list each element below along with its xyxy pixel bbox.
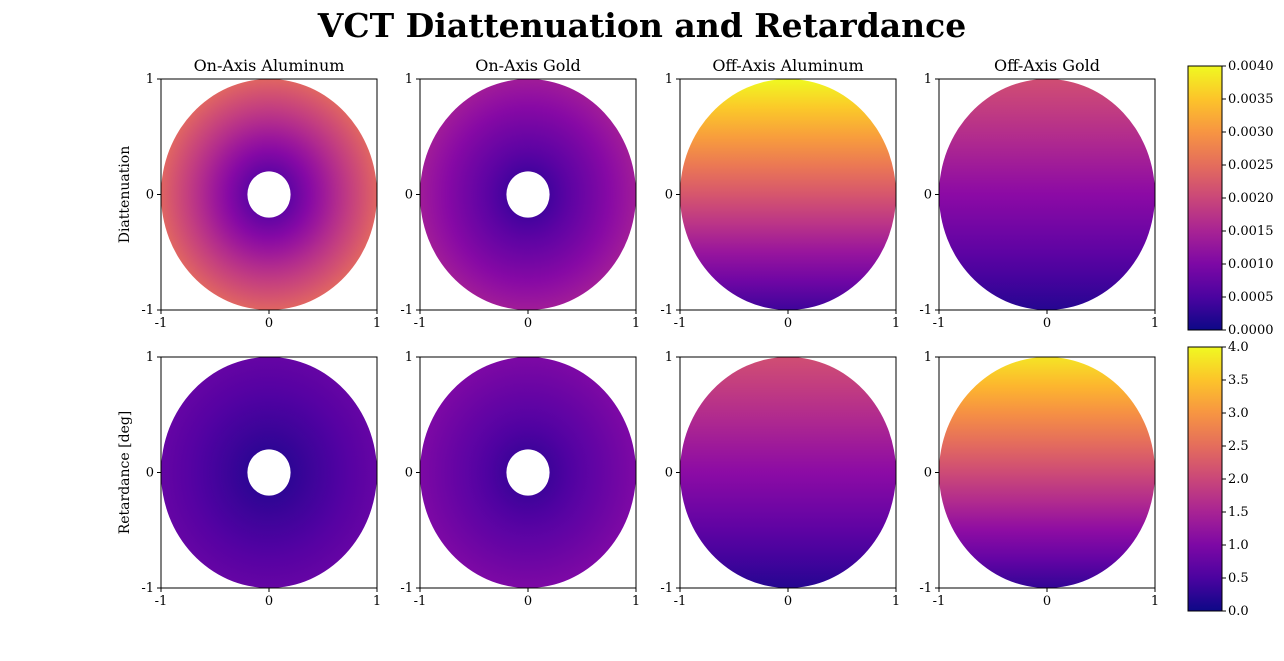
colorbar-tick-label-1-4: 2.0 (1228, 472, 1249, 487)
y-tick-label-r1-c1-1: 0 (405, 466, 413, 481)
obscuration-r0-c0 (247, 171, 291, 218)
colorbar-tick-label-0-5: 0.0025 (1228, 158, 1274, 173)
column-title-3: Off-Axis Gold (994, 56, 1100, 75)
y-tick-label-r0-c3-0: -1 (919, 303, 932, 318)
row-ylabel-0: Diattenuation (117, 146, 133, 244)
x-tick-label-r1-c3-2: 1 (1151, 594, 1159, 609)
chart-title: VCT Diattenuation and Retardance (317, 6, 967, 45)
y-tick-label-r0-c0-2: 1 (146, 72, 154, 87)
colorbar-tick-label-0-3: 0.0015 (1228, 224, 1274, 239)
column-title-2: Off-Axis Aluminum (712, 56, 863, 75)
y-tick-label-r0-c1-1: 0 (405, 188, 413, 203)
column-title-0: On-Axis Aluminum (194, 56, 345, 75)
colorbar-tick-label-0-0: 0.0000 (1228, 323, 1274, 338)
obscuration-r1-c0 (247, 449, 291, 496)
colorbar-0 (1187, 65, 1223, 331)
y-tick-label-r1-c2-0: -1 (660, 581, 673, 596)
colorbar-tick-label-0-8: 0.0040 (1228, 59, 1274, 74)
x-tick-label-r0-c2-0: -1 (674, 316, 687, 331)
x-tick-label-r0-c2-2: 1 (892, 316, 900, 331)
colorbar-1 (1187, 346, 1223, 612)
y-tick-label-r0-c1-0: -1 (400, 303, 413, 318)
y-tick-label-r0-c3-2: 1 (924, 72, 932, 87)
obscuration-r1-c1 (506, 449, 550, 496)
colorbar-tick-label-1-8: 4.0 (1228, 340, 1249, 355)
colorbar-tick-label-1-2: 1.0 (1228, 538, 1249, 553)
y-tick-label-r0-c2-1: 0 (665, 188, 673, 203)
y-tick-label-r1-c0-0: -1 (141, 581, 154, 596)
x-tick-label-r0-c3-0: -1 (933, 316, 946, 331)
y-tick-label-r0-c0-1: 0 (146, 188, 154, 203)
x-tick-label-r1-c0-2: 1 (373, 594, 381, 609)
y-tick-label-r1-c1-0: -1 (400, 581, 413, 596)
x-tick-label-r0-c3-2: 1 (1151, 316, 1159, 331)
x-tick-label-r1-c2-0: -1 (674, 594, 687, 609)
colorbar-tick-label-1-1: 0.5 (1228, 571, 1249, 586)
x-tick-label-r0-c0-0: -1 (155, 316, 168, 331)
row-ylabel-1: Retardance [deg] (117, 411, 133, 535)
x-tick-label-r0-c1-0: -1 (414, 316, 427, 331)
x-tick-label-r0-c1-1: 0 (524, 316, 532, 331)
x-tick-label-r0-c2-1: 0 (784, 316, 792, 331)
y-tick-label-r0-c3-1: 0 (924, 188, 932, 203)
colorbar-tick-label-0-7: 0.0035 (1228, 92, 1274, 107)
colorbar-tick-label-1-7: 3.5 (1228, 373, 1249, 388)
obscuration-r0-c1 (506, 171, 550, 218)
colorbar-tick-label-1-0: 0.0 (1228, 604, 1249, 619)
colorbar-tick-label-1-3: 1.5 (1228, 505, 1249, 520)
x-tick-label-r1-c1-1: 0 (524, 594, 532, 609)
y-tick-label-r1-c3-1: 0 (924, 466, 932, 481)
y-tick-label-r1-c2-2: 1 (665, 350, 673, 365)
x-tick-label-r0-c3-1: 0 (1043, 316, 1051, 331)
y-tick-label-r0-c1-2: 1 (405, 72, 413, 87)
colorbar-tick-label-0-4: 0.0020 (1228, 191, 1274, 206)
colorbar-tick-label-1-5: 2.5 (1228, 439, 1249, 454)
y-tick-label-r1-c3-2: 1 (924, 350, 932, 365)
x-tick-label-r0-c0-2: 1 (373, 316, 381, 331)
x-tick-label-r0-c1-2: 1 (632, 316, 640, 331)
y-tick-label-r1-c3-0: -1 (919, 581, 932, 596)
x-tick-label-r1-c3-1: 0 (1043, 594, 1051, 609)
y-tick-label-r1-c2-1: 0 (665, 466, 673, 481)
y-tick-label-r0-c0-0: -1 (141, 303, 154, 318)
pupil-map-r1-c3 (939, 357, 1155, 588)
colorbar-tick-label-0-2: 0.0010 (1228, 257, 1274, 272)
x-tick-label-r1-c2-2: 1 (892, 594, 900, 609)
x-tick-label-r1-c1-2: 1 (632, 594, 640, 609)
x-tick-label-r1-c3-0: -1 (933, 594, 946, 609)
y-tick-label-r0-c2-0: -1 (660, 303, 673, 318)
x-tick-label-r0-c0-1: 0 (265, 316, 273, 331)
pupil-map-r0-c2 (680, 79, 896, 310)
colorbar-tick-label-1-6: 3.0 (1228, 406, 1249, 421)
colorbar-tick-label-0-1: 0.0005 (1228, 290, 1274, 305)
y-tick-label-r0-c2-2: 1 (665, 72, 673, 87)
y-tick-label-r1-c0-2: 1 (146, 350, 154, 365)
pupil-map-r1-c2 (680, 357, 896, 588)
x-tick-label-r1-c0-1: 0 (265, 594, 273, 609)
colorbar-tick-label-0-6: 0.0030 (1228, 125, 1274, 140)
x-tick-label-r1-c2-1: 0 (784, 594, 792, 609)
y-tick-label-r1-c1-2: 1 (405, 350, 413, 365)
column-title-1: On-Axis Gold (475, 56, 581, 75)
x-tick-label-r1-c1-0: -1 (414, 594, 427, 609)
x-tick-label-r1-c0-0: -1 (155, 594, 168, 609)
y-tick-label-r1-c0-1: 0 (146, 466, 154, 481)
pupil-map-r0-c3 (939, 79, 1155, 310)
